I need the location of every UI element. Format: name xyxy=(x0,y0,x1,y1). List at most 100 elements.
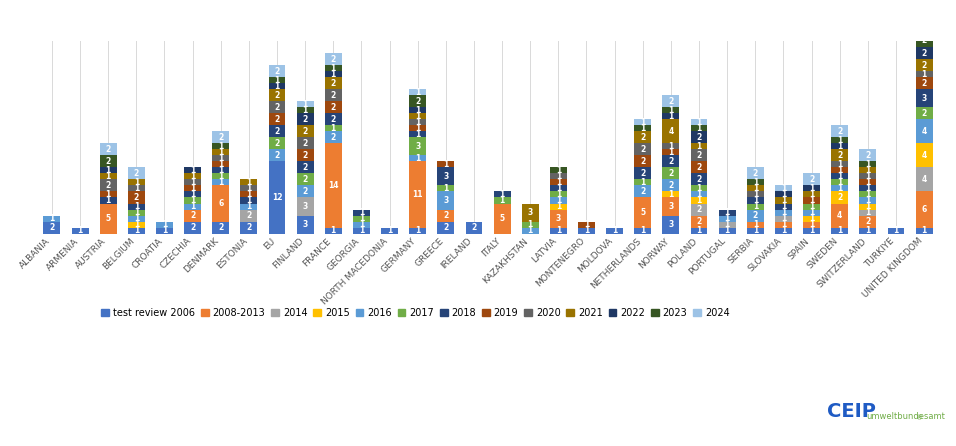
Bar xyxy=(832,125,848,137)
Bar xyxy=(240,198,257,203)
Bar xyxy=(859,173,877,179)
Bar xyxy=(156,222,173,227)
Bar xyxy=(832,143,848,149)
Bar xyxy=(803,186,820,191)
Text: 1: 1 xyxy=(752,220,758,229)
Text: 1: 1 xyxy=(781,190,786,199)
Text: 1: 1 xyxy=(555,178,561,187)
Bar xyxy=(747,186,764,191)
Bar xyxy=(128,222,144,227)
Text: 1: 1 xyxy=(752,178,758,187)
Bar xyxy=(803,191,820,198)
Text: 1: 1 xyxy=(358,208,364,217)
Text: 2: 2 xyxy=(105,145,111,154)
Text: 2: 2 xyxy=(809,175,815,184)
Bar xyxy=(128,186,144,191)
Bar xyxy=(185,167,201,173)
Text: 1: 1 xyxy=(528,220,532,229)
Bar xyxy=(99,173,117,179)
Text: 1: 1 xyxy=(865,172,871,181)
Bar xyxy=(635,143,651,155)
Text: 2: 2 xyxy=(302,115,308,124)
Bar xyxy=(832,227,848,234)
Text: 1: 1 xyxy=(162,220,167,229)
Bar xyxy=(663,149,680,155)
Bar xyxy=(550,167,567,173)
Bar xyxy=(185,186,201,191)
Bar xyxy=(185,179,201,186)
Text: 2: 2 xyxy=(696,175,702,184)
Text: 2: 2 xyxy=(247,211,251,220)
Bar xyxy=(185,198,201,203)
Text: 1: 1 xyxy=(837,142,842,151)
Bar xyxy=(99,191,117,198)
Text: 1: 1 xyxy=(415,106,421,115)
Bar xyxy=(240,203,257,210)
Text: 2: 2 xyxy=(837,193,842,202)
Bar xyxy=(212,161,229,167)
Bar xyxy=(916,47,932,59)
Text: 2: 2 xyxy=(865,217,871,226)
Text: 1: 1 xyxy=(555,190,561,199)
Text: 2: 2 xyxy=(922,109,926,118)
Text: 1: 1 xyxy=(247,190,251,199)
Bar xyxy=(635,167,651,179)
Text: 2: 2 xyxy=(471,223,477,232)
Text: 1: 1 xyxy=(274,82,280,91)
Text: 1: 1 xyxy=(105,166,111,175)
Text: 2: 2 xyxy=(922,37,926,45)
Bar xyxy=(832,149,848,161)
Text: 1: 1 xyxy=(218,178,224,187)
Text: 1: 1 xyxy=(190,202,195,211)
Bar xyxy=(438,167,454,186)
Bar xyxy=(493,203,511,234)
Bar xyxy=(128,179,144,186)
Bar xyxy=(409,89,426,95)
Legend: test review 2006, 2008-2013, 2014, 2015, 2016, 2017, 2018, 2019, 2020, 2021, 202: test review 2006, 2008-2013, 2014, 2015,… xyxy=(98,304,733,322)
Text: 1: 1 xyxy=(752,184,758,193)
Bar xyxy=(747,198,764,203)
Text: 1: 1 xyxy=(105,196,111,205)
Text: 1: 1 xyxy=(668,106,674,115)
Bar xyxy=(99,155,117,167)
Text: 1: 1 xyxy=(415,124,421,133)
Text: 1: 1 xyxy=(922,70,926,78)
Bar xyxy=(409,125,426,131)
Bar xyxy=(128,203,144,210)
Bar xyxy=(747,222,764,227)
Bar xyxy=(635,198,651,227)
Text: 2: 2 xyxy=(696,133,702,142)
Text: 1: 1 xyxy=(922,226,926,235)
Bar xyxy=(325,113,341,125)
Text: 1: 1 xyxy=(555,166,561,175)
Text: 1: 1 xyxy=(696,124,702,133)
Text: 2: 2 xyxy=(50,223,54,232)
Bar xyxy=(269,77,286,83)
Bar xyxy=(690,119,707,125)
Bar xyxy=(747,167,764,179)
Text: 1: 1 xyxy=(415,154,421,163)
Bar xyxy=(550,191,567,198)
Bar xyxy=(832,161,848,167)
Bar xyxy=(409,137,426,155)
Bar xyxy=(156,227,173,234)
Bar xyxy=(325,65,341,71)
Bar xyxy=(240,210,257,222)
Bar xyxy=(409,119,426,125)
Bar xyxy=(663,198,680,215)
Bar xyxy=(128,227,144,234)
Text: 1: 1 xyxy=(781,226,786,235)
Text: 1: 1 xyxy=(218,148,224,157)
Text: 2: 2 xyxy=(641,157,645,166)
Text: 2: 2 xyxy=(274,115,280,124)
Bar xyxy=(240,191,257,198)
Bar xyxy=(690,203,707,215)
Text: 1: 1 xyxy=(696,190,702,199)
Bar xyxy=(775,227,792,234)
Bar xyxy=(719,227,735,234)
Text: 1: 1 xyxy=(247,184,251,193)
Bar xyxy=(381,227,398,234)
Bar xyxy=(43,222,60,234)
Text: 1: 1 xyxy=(555,226,561,235)
Bar xyxy=(353,210,370,215)
